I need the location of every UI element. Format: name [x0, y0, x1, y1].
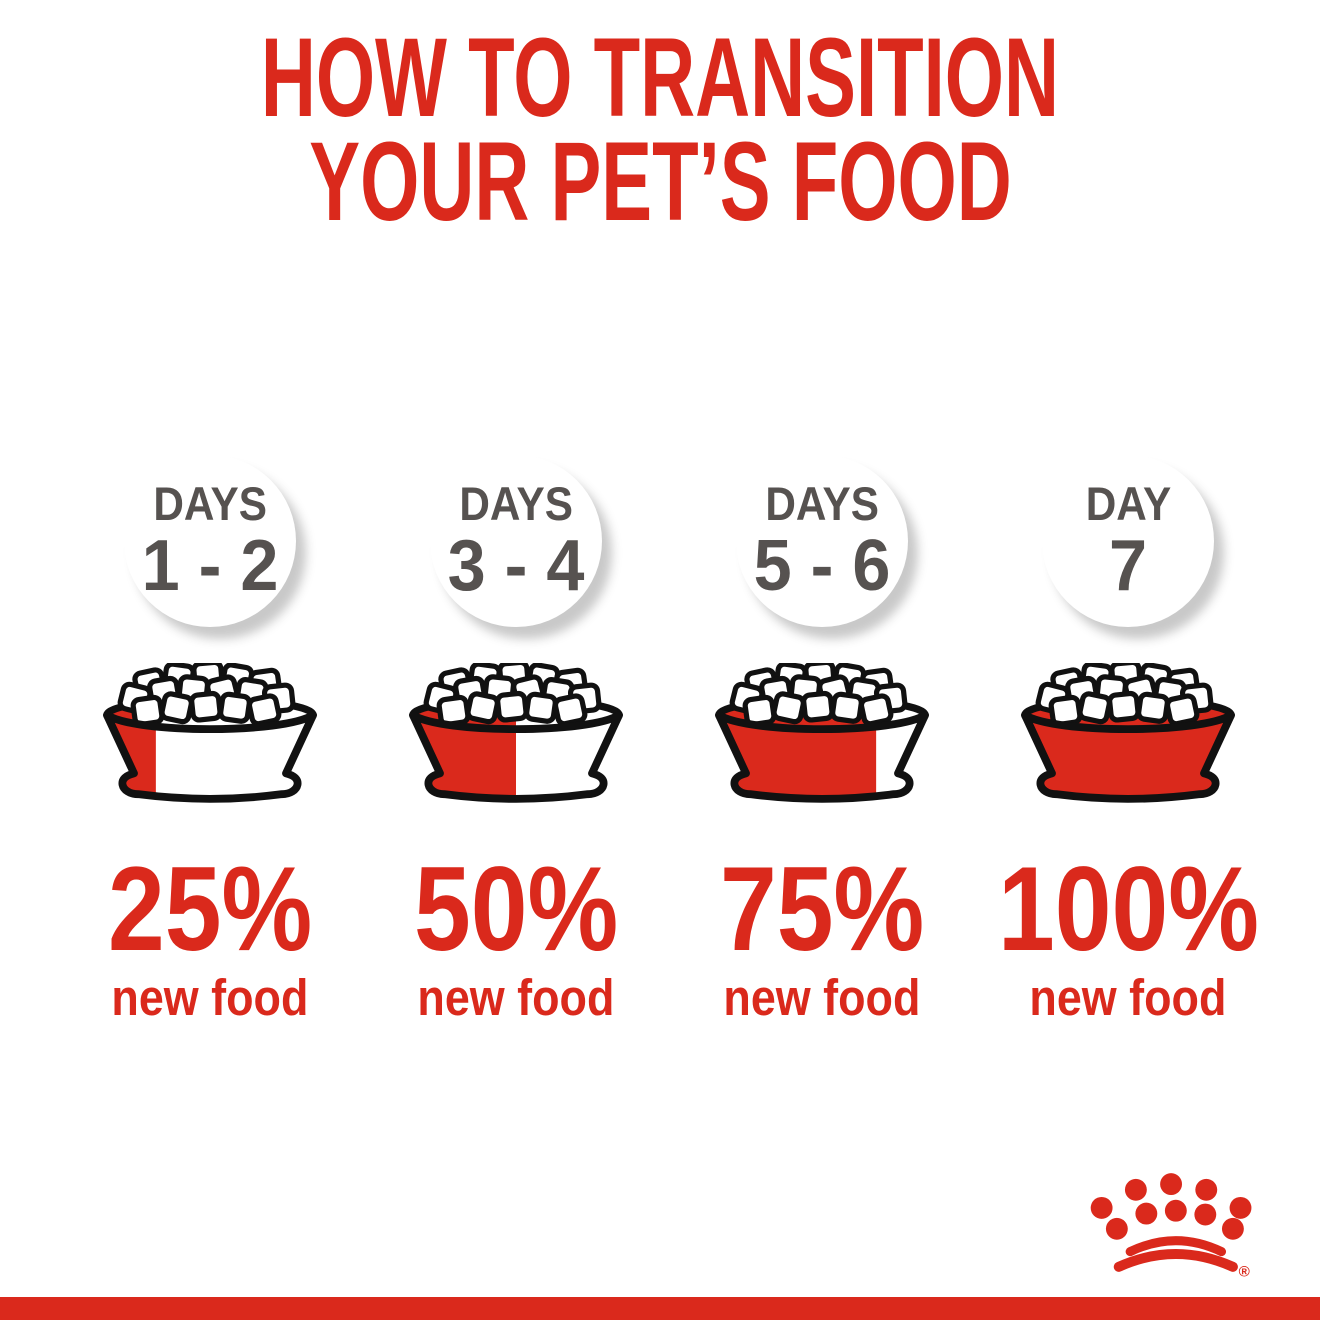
days-label: DAY: [1085, 477, 1171, 530]
days-range: 5 - 6: [753, 526, 891, 606]
kibble-icon: [1035, 663, 1214, 727]
kibble-icon: [423, 663, 602, 727]
days-range: 3 - 4: [447, 526, 585, 606]
day-circle: DAYS 1 - 2: [124, 455, 296, 627]
new-food-label: new food: [1029, 969, 1227, 1026]
page-title-line1: HOW TO TRANSITION: [260, 15, 1060, 140]
day-circle: DAYS 3 - 4: [430, 455, 602, 627]
food-bowl-icon: [1021, 663, 1235, 803]
kibble-icon: [117, 663, 296, 727]
new-food-percent: 25%: [107, 842, 313, 976]
transition-step-1: DAYS 1 - 2: [57, 455, 363, 1025]
new-food-percent: 100%: [997, 842, 1259, 976]
new-food-label: new food: [111, 969, 309, 1026]
transition-steps: DAYS 1 - 2: [0, 455, 1320, 1025]
transition-step-2: DAYS 3 - 4: [363, 455, 669, 1025]
food-bowl-icon: [715, 663, 929, 803]
new-food-percent: 75%: [719, 842, 925, 976]
bottom-red-bar: [0, 1297, 1320, 1320]
kibble-icon: [729, 663, 908, 727]
days-range: 1 - 2: [141, 526, 279, 606]
registered-mark: ®: [1239, 1263, 1250, 1280]
new-food-label: new food: [723, 969, 921, 1026]
food-bowl-icon: [409, 663, 623, 803]
new-food-percent: 50%: [413, 842, 619, 976]
page-title: HOW TO TRANSITION YOUR PET’S FOOD: [0, 15, 1320, 244]
day-circle: DAYS 5 - 6: [736, 455, 908, 627]
days-range: 7: [1108, 526, 1148, 606]
transition-step-3: DAYS 5 - 6: [669, 455, 975, 1025]
day-circle: DAY 7: [1042, 455, 1214, 627]
new-food-label: new food: [417, 969, 615, 1026]
days-label: DAYS: [459, 477, 573, 530]
transition-step-4: DAY 7: [975, 455, 1281, 1025]
page-title-line2: YOUR PET’S FOOD: [308, 119, 1012, 244]
food-bowl-icon: [103, 663, 317, 803]
days-label: DAYS: [765, 477, 879, 530]
royal-canin-crown-logo: ®: [1090, 1173, 1252, 1280]
days-label: DAYS: [153, 477, 267, 530]
